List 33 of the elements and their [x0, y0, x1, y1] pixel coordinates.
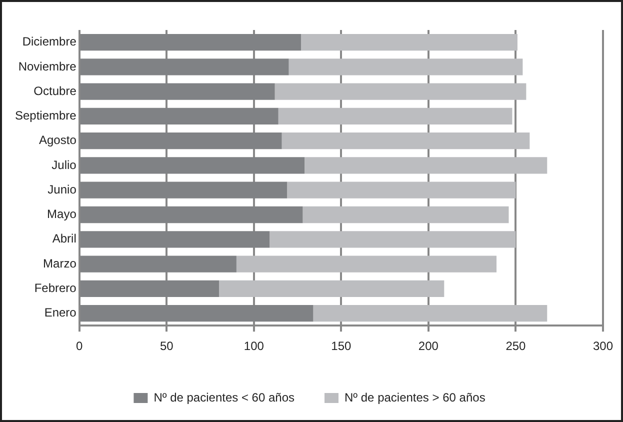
y-tick-label: Mayo	[47, 207, 77, 222]
x-tick-label: 150	[331, 339, 352, 354]
legend-label: Nº de pacientes > 60 años	[344, 390, 486, 404]
y-tick-label: Diciembre	[22, 34, 77, 49]
x-tick-label: 200	[418, 339, 439, 354]
bar	[270, 231, 516, 248]
bar	[236, 256, 497, 272]
bar	[313, 304, 548, 322]
bar	[278, 108, 512, 125]
x-tick-label: 100	[244, 339, 264, 354]
y-tick-label: Febrero	[34, 280, 77, 295]
bar	[282, 132, 530, 150]
bar	[287, 182, 516, 198]
y-tick-label: Junio	[48, 182, 77, 196]
x-tick-label: 0	[76, 339, 84, 354]
y-tick-label: Noviembre	[18, 59, 77, 74]
bar	[219, 280, 444, 297]
y-tick-label: Agosto	[39, 133, 77, 148]
y-tick-label: Abril	[52, 232, 76, 246]
bar	[304, 157, 548, 174]
bar	[274, 83, 526, 100]
legend-label: Nº de pacientes < 60 años	[154, 390, 294, 404]
y-tick-label: Octubre	[34, 84, 77, 98]
bar	[288, 58, 523, 76]
bar	[301, 34, 518, 51]
y-tick-label: Septiembre	[14, 108, 77, 123]
x-tick-label: 250	[506, 339, 526, 354]
x-tick-label: 50	[160, 339, 174, 354]
x-tick-label: 300	[592, 339, 614, 354]
bar	[302, 206, 509, 224]
y-tick-label: Enero	[44, 306, 77, 320]
y-tick-label: Marzo	[43, 256, 77, 270]
y-tick-label: Julio	[52, 158, 77, 172]
